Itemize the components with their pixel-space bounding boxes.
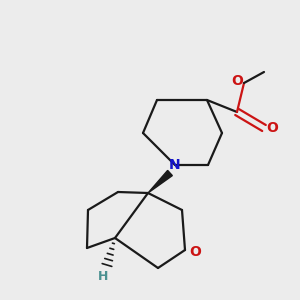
Polygon shape (148, 170, 172, 193)
Text: O: O (266, 121, 278, 135)
Text: O: O (231, 74, 243, 88)
Text: N: N (169, 158, 181, 172)
Text: O: O (189, 245, 201, 259)
Text: H: H (98, 271, 108, 284)
